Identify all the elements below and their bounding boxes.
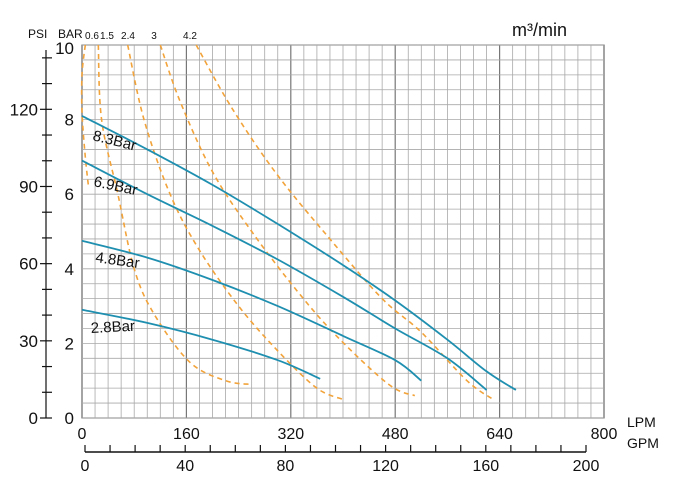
lpm-tick-label: 160 [173,426,200,443]
air-curve-0-6 [80,44,90,187]
air-label-3: 3 [151,31,157,42]
gpm-tick-label: 120 [372,458,399,475]
bar-tick-label: 0 [65,409,74,428]
bar-tick-label: 6 [65,185,74,204]
series-label-8-3bar: 8.3Bar [91,127,138,154]
lpm-tick-label: 320 [277,426,304,443]
bar-tick-label: 8 [65,111,74,130]
series-line-8-3bar [81,115,517,391]
gpm-tick-label: 160 [472,458,499,475]
psi-tick-label: 0 [29,409,38,428]
air-curve-1-5 [97,44,252,386]
air-label-0-6: 0.6 [85,31,99,42]
series-label-4-8bar: 4.8Bar [94,249,140,272]
bar-tick-label: 10 [55,39,74,58]
gpm-tick-label: 40 [176,458,194,475]
series-line-2-8bar [81,308,321,380]
lpm-tick-label: 480 [382,426,409,443]
grid [81,44,605,419]
gpm-tick-label: 80 [277,458,295,475]
lpm-tick-label: 0 [78,426,87,443]
lpm-axis-title: LPM [627,414,656,430]
series-line-4-8bar [81,239,422,382]
gpm-tick-label: 200 [573,458,600,475]
psi-tick-label: 90 [19,177,38,196]
series-label-2-8bar: 2.8Bar [90,318,135,337]
bar-axis-title: BAR [58,27,83,41]
lpm-tick-label: 640 [486,426,513,443]
psi-tick-label: 60 [19,255,38,274]
air-label-2-4: 2.4 [121,31,135,42]
lpm-tick-label: 800 [591,426,618,443]
air-curve-3 [159,44,416,397]
series-label-6-9bar: 6.9Bar [92,173,139,199]
air-consumption-curves [80,44,494,401]
psi-tick-label: 30 [19,332,38,351]
pressure-series [81,115,517,391]
air-curve-2-4 [126,44,344,401]
air-label-1-5: 1.5 [100,31,114,42]
air-label-4-2: 4.2 [183,31,197,42]
labels: 8.3Bar 6.9Bar 4.8Bar 2.8Bar [90,127,140,337]
flow-unit-label: m³/min [512,20,567,40]
gpm-axis-title: GPM [627,435,659,451]
series-line-6-9bar [81,159,488,391]
air-curve-4-2 [195,44,494,401]
bar-tick-label: 4 [65,260,74,279]
bar-tick-label: 2 [65,334,74,353]
psi-axis-title: PSI [28,27,47,41]
gpm-tick-label: 0 [81,458,90,475]
psi-tick-label: 120 [10,100,38,119]
